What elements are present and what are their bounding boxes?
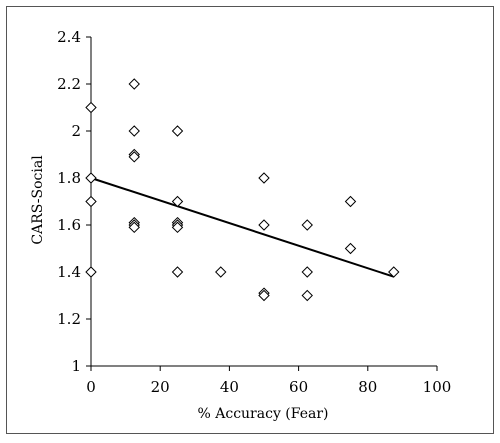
x-tick-label: 100 bbox=[423, 378, 452, 396]
x-tick-label: 20 bbox=[151, 378, 170, 396]
data-point bbox=[344, 242, 357, 255]
data-point bbox=[215, 266, 227, 278]
data-point bbox=[301, 289, 313, 302]
x-tick-label: 60 bbox=[289, 378, 308, 396]
axes bbox=[86, 36, 438, 371]
data-point bbox=[258, 289, 270, 302]
x-tick-label: 0 bbox=[86, 378, 96, 396]
y-tick-label: 1.2 bbox=[57, 310, 81, 328]
y-tick-label: 2 bbox=[71, 122, 81, 140]
y-axis-title: CARS-Social bbox=[30, 155, 46, 245]
data-point bbox=[344, 195, 357, 208]
data-point bbox=[171, 195, 184, 208]
data-point bbox=[301, 219, 313, 231]
data-point bbox=[388, 266, 400, 278]
data-point bbox=[128, 151, 140, 163]
trendline-layer bbox=[90, 177, 395, 278]
data-point bbox=[301, 266, 313, 278]
y-tick-label: 1.8 bbox=[57, 169, 81, 187]
x-tick-label: 40 bbox=[220, 378, 239, 396]
x-tick-label: 80 bbox=[358, 378, 377, 396]
data-point bbox=[85, 195, 97, 208]
y-tick-label: 2.4 bbox=[57, 28, 81, 46]
data-point bbox=[258, 172, 270, 184]
data-point bbox=[85, 266, 97, 278]
y-tick-label: 2.2 bbox=[57, 75, 81, 93]
data-point bbox=[128, 78, 140, 90]
chart-frame bbox=[6, 6, 494, 434]
data-point bbox=[85, 101, 97, 114]
trendline bbox=[90, 177, 395, 278]
data-point bbox=[171, 221, 184, 234]
x-axis-title: % Accuracy (Fear) bbox=[198, 406, 329, 422]
data-point bbox=[85, 172, 97, 184]
data-points bbox=[85, 78, 400, 302]
data-point bbox=[171, 125, 184, 137]
y-tick-label: 1.6 bbox=[57, 216, 81, 234]
data-point bbox=[171, 266, 184, 278]
y-tick-label: 1.4 bbox=[57, 263, 81, 281]
y-tick-label: 1 bbox=[71, 357, 81, 375]
data-point bbox=[128, 221, 140, 234]
tick-labels: 1 1.2 1.4 1.6 1.8 2 2.2 2.4 0 20 40 60 80 100 bbox=[57, 28, 451, 396]
data-point bbox=[128, 125, 140, 137]
data-point bbox=[258, 219, 270, 231]
